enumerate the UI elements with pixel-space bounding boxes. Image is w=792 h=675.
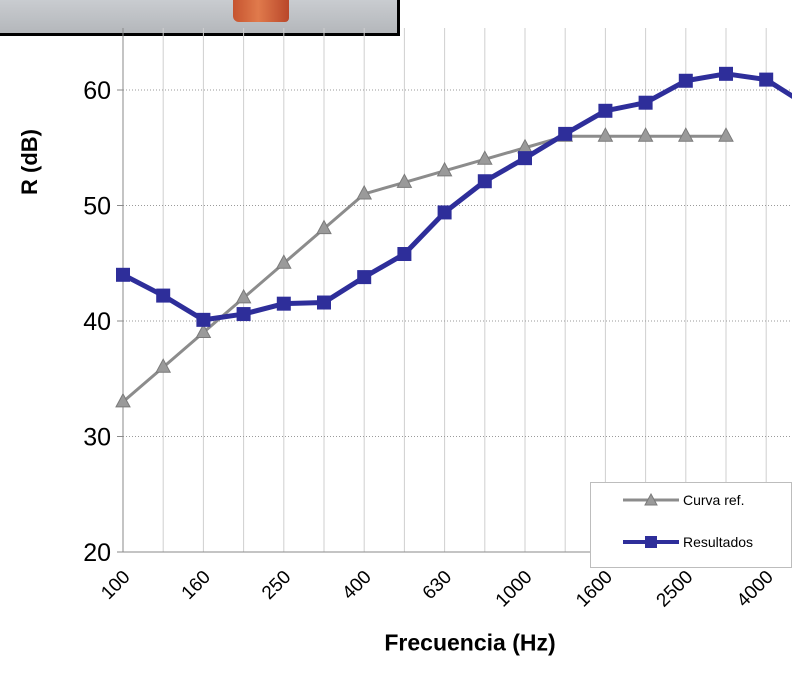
data-point-resultados — [397, 247, 412, 262]
data-point-curva-ref — [356, 184, 373, 200]
data-point-resultados — [719, 66, 733, 81]
legend-label-resultados: Resultados — [683, 534, 754, 550]
data-point-curva-ref — [597, 127, 614, 142]
data-point-curva-ref — [718, 127, 734, 142]
x-tick-label: 4000 — [733, 567, 778, 612]
legend-swatch-curva-ref — [623, 493, 679, 506]
data-point-resultados — [236, 307, 251, 322]
x-axis-label: Frecuencia (Hz) — [384, 629, 556, 656]
data-point-resultados — [518, 151, 532, 166]
legend-item-curva-ref: Curva ref. — [591, 492, 744, 508]
legend-label-curva-ref: Curva ref. — [683, 492, 745, 508]
y-tick-label: 30 — [83, 424, 111, 452]
axes — [122, 28, 792, 553]
series-line-resultados — [121, 71, 792, 323]
x-tick-label: 100 — [97, 567, 134, 604]
legend-swatch-resultados — [623, 536, 679, 548]
x-tick-label: 630 — [419, 567, 456, 604]
data-point-resultados — [276, 296, 291, 311]
x-tick-label: 250 — [258, 567, 295, 604]
data-point-resultados — [477, 174, 492, 189]
x-tick-label: 2500 — [653, 567, 698, 612]
data-point-curva-ref — [195, 323, 212, 339]
data-point-resultados — [196, 312, 211, 327]
data-point-resultados — [317, 295, 331, 310]
legend-item-resultados: Resultados — [591, 534, 753, 550]
y-tick-label: 50 — [83, 193, 111, 221]
data-point-resultados — [558, 126, 573, 141]
data-point-resultados — [357, 270, 372, 285]
data-point-curva-ref — [476, 150, 493, 165]
series-layer — [115, 66, 792, 408]
brick-sample-image — [233, 0, 289, 22]
data-point-resultados — [156, 288, 171, 303]
x-tick-label: 160 — [178, 567, 215, 604]
data-point-curva-ref — [155, 358, 172, 373]
data-point-curva-ref — [275, 254, 292, 269]
data-point-curva-ref — [436, 161, 453, 177]
data-point-curva-ref — [115, 392, 131, 408]
y-tick-labels: 20 30 40 50 60 — [83, 77, 123, 567]
y-tick-label: 40 — [83, 308, 111, 336]
data-point-resultados — [437, 205, 452, 220]
photo-inset — [0, 0, 400, 36]
data-point-resultados — [759, 72, 774, 87]
x-tick-label: 1600 — [572, 567, 617, 612]
data-point-resultados — [116, 267, 130, 282]
data-point-resultados — [638, 95, 653, 110]
data-point-curva-ref — [316, 219, 332, 235]
y-tick-label: 60 — [83, 77, 111, 105]
x-tick-label: 400 — [338, 567, 375, 604]
data-point-curva-ref — [235, 288, 252, 304]
x-tick-label: 1000 — [492, 567, 537, 612]
series-line-curva-ref — [122, 134, 726, 403]
data-point-curva-ref — [677, 127, 694, 142]
data-point-resultados — [678, 73, 693, 88]
data-point-curva-ref — [637, 127, 654, 142]
y-tick-label: 20 — [83, 539, 111, 567]
legend: Curva ref. Resultados — [590, 482, 792, 568]
grid — [122, 28, 792, 553]
x-tick-labels: 100 160 250 400 630 1000 1600 2500 4000 — [97, 567, 777, 612]
data-point-resultados — [598, 103, 613, 118]
y-axis-label: R (dB) — [17, 129, 42, 195]
data-point-curva-ref — [396, 173, 413, 188]
